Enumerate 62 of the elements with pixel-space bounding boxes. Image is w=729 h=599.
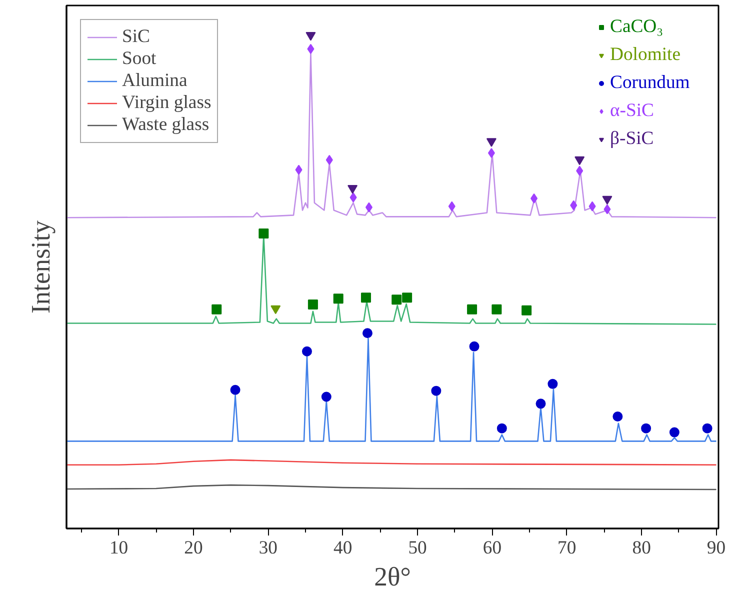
point <box>295 164 302 175</box>
point <box>270 305 281 314</box>
point <box>212 304 222 314</box>
point <box>669 427 680 438</box>
point <box>604 204 611 214</box>
point <box>467 304 478 314</box>
x-tick-label: 50 <box>408 538 427 558</box>
legend-label: Dolomite <box>610 44 680 66</box>
point <box>302 346 312 356</box>
x-tick-label: 80 <box>632 538 651 558</box>
point <box>365 202 372 212</box>
point <box>548 378 558 389</box>
x-axis-title: 2θ° <box>374 562 411 592</box>
point <box>348 184 358 194</box>
x-tick-label: 10 <box>109 538 128 558</box>
legend-label: Virgin glass <box>122 92 212 114</box>
point <box>307 44 314 54</box>
point <box>392 294 402 305</box>
point <box>326 154 333 165</box>
point <box>536 398 546 409</box>
point <box>574 156 585 166</box>
point <box>230 384 240 395</box>
y-axis-title: Intensity <box>26 220 56 314</box>
legend-label: CaCO₃ <box>610 16 664 38</box>
point <box>702 423 712 434</box>
point <box>448 201 456 212</box>
legend-label: α-SiC <box>610 100 654 122</box>
point <box>570 200 578 210</box>
point <box>486 138 496 147</box>
legend-label: Soot <box>122 48 156 70</box>
x-tick-label: 90 <box>706 538 726 558</box>
point <box>576 166 584 176</box>
x-tick-label: 40 <box>334 538 352 558</box>
point <box>306 32 316 41</box>
point <box>522 305 532 316</box>
point <box>488 148 495 158</box>
point <box>602 196 612 205</box>
point <box>588 201 596 212</box>
legend-label: Alumina <box>122 70 188 92</box>
point <box>612 412 623 422</box>
point <box>402 292 412 303</box>
point <box>492 304 502 314</box>
point <box>431 386 442 396</box>
point <box>530 193 538 204</box>
legend-label: Waste glass <box>122 114 210 136</box>
x-tick-label: 20 <box>184 538 203 558</box>
x-tick-label: 70 <box>558 538 576 558</box>
legend-label: β-SiC <box>610 128 654 150</box>
point <box>496 423 507 434</box>
point <box>333 294 344 304</box>
legend-label: Corundum <box>610 72 690 94</box>
point <box>469 341 480 352</box>
point <box>360 292 371 303</box>
point <box>350 192 357 202</box>
point <box>641 423 652 434</box>
point <box>321 392 332 402</box>
x-tick-label: 60 <box>482 538 502 558</box>
point <box>362 328 372 338</box>
point <box>258 228 269 238</box>
point <box>308 300 318 310</box>
x-tick-label: 30 <box>258 538 278 558</box>
legend-label: SiC <box>122 26 150 48</box>
